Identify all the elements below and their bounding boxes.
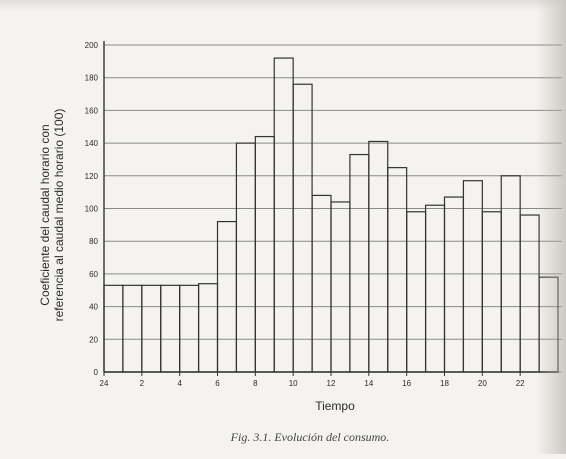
bar <box>216 220 238 373</box>
x-tick-label: 22 <box>516 379 525 388</box>
bar <box>462 180 483 373</box>
y-tick-label: 40 <box>89 303 98 312</box>
y-tick-label: 60 <box>89 270 98 279</box>
bar <box>311 194 332 373</box>
y-axis-label-line-2: referencia al caudal medio horario (100) <box>52 109 66 322</box>
bar <box>235 142 256 373</box>
x-tick-label: 2 <box>140 379 145 388</box>
bar <box>481 211 502 373</box>
y-axis-label-line-1: Coeficiente del caudal horario con <box>38 124 52 305</box>
y-tick-label: 20 <box>89 335 98 344</box>
y-tick-label: 200 <box>85 41 99 50</box>
bar <box>406 211 427 373</box>
bar <box>103 284 124 373</box>
bar <box>197 283 219 373</box>
bar <box>330 201 351 373</box>
x-tick-label: 20 <box>478 379 487 388</box>
axes <box>103 41 558 376</box>
bar <box>424 204 446 373</box>
x-tick-label: 24 <box>100 379 109 388</box>
bar <box>254 135 275 373</box>
bar <box>179 284 200 373</box>
bar <box>387 167 408 373</box>
bar <box>292 83 313 373</box>
y-tick-label: 100 <box>85 205 99 214</box>
figure-caption: Fig. 3.1. Evolución del consumo. <box>230 430 390 444</box>
y-tick-label: 120 <box>85 172 99 181</box>
bar <box>273 57 294 373</box>
y-tick-label: 160 <box>85 106 99 115</box>
y-tick-label: 0 <box>94 368 99 377</box>
y-tick-label: 140 <box>85 139 99 148</box>
x-tick-label: 18 <box>440 379 449 388</box>
page-top-shadow <box>0 0 566 10</box>
bar <box>443 196 465 373</box>
bar <box>160 284 181 373</box>
y-tick-label: 180 <box>85 74 99 83</box>
x-tick-label: 14 <box>364 379 373 388</box>
x-tick-label: 16 <box>402 379 411 388</box>
x-tick-label: 6 <box>215 379 220 388</box>
x-tick-label: 10 <box>289 379 298 388</box>
bar <box>141 284 162 373</box>
bars <box>103 57 559 373</box>
x-tick-label: 8 <box>253 379 258 388</box>
y-tick-label: 80 <box>89 237 98 246</box>
x-tick-label: 12 <box>327 379 336 388</box>
y-tick-labels: 0 20 40 60 80 100 120 140 160 180 200 <box>85 41 99 377</box>
x-tick-label: 4 <box>177 379 182 388</box>
x-axis-label: Tiempo <box>315 399 355 413</box>
gridlines <box>104 44 562 373</box>
page-edge-shadow <box>536 0 566 454</box>
bar <box>122 284 143 373</box>
x-tick-labels: 24 2 4 6 8 10 12 14 16 18 20 22 <box>100 379 526 388</box>
